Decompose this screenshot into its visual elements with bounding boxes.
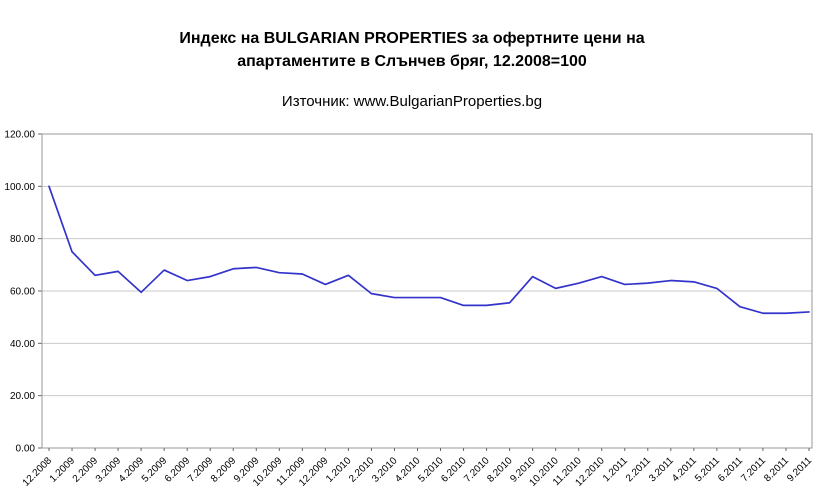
x-axis-label: 8.2011 xyxy=(762,455,791,484)
x-axis-label: 4.2011 xyxy=(670,455,699,484)
y-axis-label: 0.00 xyxy=(16,444,36,455)
x-axis-label: 3.2011 xyxy=(647,455,676,484)
x-axis-label: 12.2008 xyxy=(21,455,55,489)
y-axis-label: 20.00 xyxy=(10,391,35,402)
x-axis-label: 7.2011 xyxy=(739,455,768,484)
x-axis-label: 6.2011 xyxy=(716,455,745,484)
x-axis-label: 9.2011 xyxy=(785,455,814,484)
y-axis-label: 40.00 xyxy=(10,339,35,350)
x-axis-label: 2.2011 xyxy=(624,455,653,484)
chart-title-line1: Индекс на BULGARIAN PROPERTIES за офертн… xyxy=(179,30,645,47)
y-axis-label: 120.00 xyxy=(4,130,35,141)
plot-border xyxy=(41,133,813,449)
chart-source: Източник: www.BulgarianProperties.bg xyxy=(281,93,543,110)
y-axis-label: 100.00 xyxy=(4,182,35,193)
price-index-line-chart: 0.00 20.00 40.00 60.00 80.00 100.00 120.00 12.2… xyxy=(4,130,814,489)
y-axis-label: 80.00 xyxy=(10,234,35,245)
x-axis-label: 5.2011 xyxy=(693,455,722,484)
y-axis-label: 60.00 xyxy=(10,287,35,298)
chart-title-line2: апартаментите в Слънчев бряг, 12.2008=10… xyxy=(237,53,587,70)
series-line xyxy=(48,185,810,315)
x-axis-label: 1.2011 xyxy=(601,455,630,484)
chart-title: Индекс на BULGARIAN PROPERTIES за офертн… xyxy=(0,27,824,73)
